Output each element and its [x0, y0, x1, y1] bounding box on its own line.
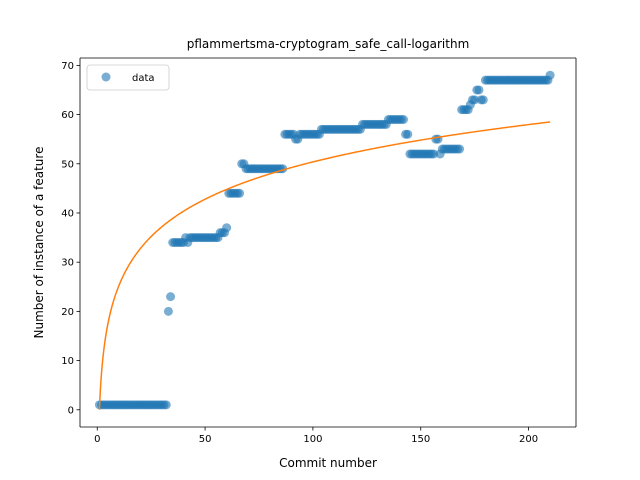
- y-tick-label: 50: [61, 159, 74, 170]
- data-point: [398, 115, 408, 124]
- y-tick-label: 20: [61, 307, 74, 318]
- x-axis-ticks: 0 50 100 150 200: [94, 427, 538, 445]
- y-tick-label: 40: [61, 208, 74, 219]
- y-tick-label: 70: [61, 61, 74, 72]
- legend-label-data: data: [132, 73, 155, 84]
- data-point: [235, 188, 245, 198]
- chart-title: pflammertsma-cryptogram_safe_call-logari…: [187, 37, 470, 51]
- data-point: [403, 129, 413, 139]
- y-tick-label: 60: [61, 110, 74, 121]
- y-tick-label: 0: [68, 405, 74, 416]
- data-point: [163, 306, 173, 316]
- data-point: [161, 400, 171, 410]
- axes-frame: [79, 57, 577, 428]
- y-axis-ticks: 0 10 20 30 40 50 60 70: [61, 61, 80, 416]
- data-point: [474, 85, 484, 95]
- legend-box: [86, 64, 170, 91]
- data-point: [470, 95, 480, 105]
- series-layer: [94, 70, 555, 410]
- y-axis-label: Number of instance of a feature: [32, 147, 46, 339]
- data-point: [429, 149, 439, 159]
- y-tick-label: 30: [61, 258, 74, 269]
- x-tick-label: 50: [199, 434, 212, 445]
- y-tick-label: 10: [61, 356, 74, 367]
- data-point: [455, 144, 465, 154]
- data-point: [545, 70, 555, 80]
- plot-area: [80, 58, 576, 427]
- data-point: [222, 223, 232, 233]
- x-tick-label: 150: [411, 434, 430, 445]
- x-tick-label: 100: [303, 434, 322, 445]
- fit-line: [98, 121, 551, 410]
- legend-marker-data: [101, 72, 111, 82]
- legend: data: [86, 64, 170, 91]
- data-point: [166, 292, 176, 302]
- x-axis-label: Commit number: [279, 456, 377, 470]
- fit-layer: [98, 121, 551, 410]
- x-tick-label: 0: [94, 434, 100, 445]
- data-point: [433, 134, 443, 144]
- data-point: [478, 95, 488, 105]
- x-tick-label: 200: [519, 434, 538, 445]
